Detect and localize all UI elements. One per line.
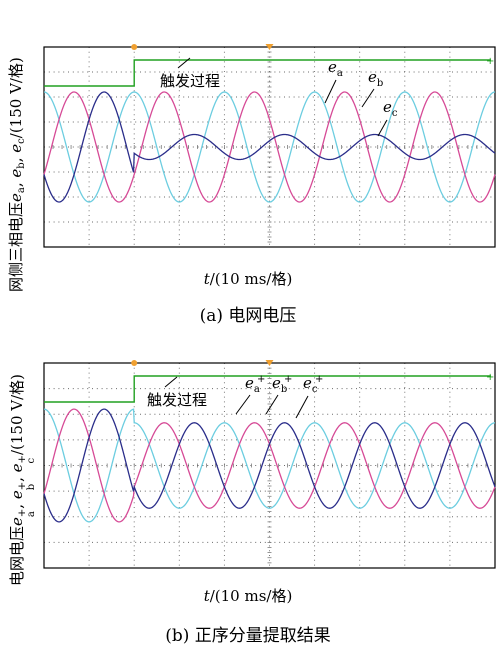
series-label-sup: + — [315, 374, 323, 385]
series-label-leader — [324, 79, 337, 104]
series-label-ea: ea+ — [235, 374, 265, 415]
annotation-leader — [164, 376, 178, 388]
center-marker — [265, 44, 274, 50]
panel-caption: (a) 电网电压 — [199, 306, 297, 326]
waveforms — [43, 91, 496, 203]
trigger-level-marker: + — [486, 372, 494, 383]
series-label-eb: eb — [361, 68, 383, 108]
oscilloscope-plot: + 触发过程 ea+ eb+ ec+ — [43, 360, 496, 569]
panel-caption: (b) 正序分量提取结果 — [165, 626, 331, 646]
trigger-signal-line — [44, 375, 491, 403]
waveforms — [43, 408, 496, 523]
trigger-position-marker — [131, 44, 138, 50]
x-axis-label: t/(10 ms/格) — [203, 270, 293, 288]
series-label-eb: eb+ — [265, 374, 292, 415]
trigger-signal-line — [44, 59, 491, 87]
annotation-trigger: 触发过程 — [147, 376, 207, 409]
panel-grid-voltage: 网侧三相电压ea, eb, ec/(150 V/格) + 触发过程 ea eb ec t… — [7, 44, 496, 326]
trigger-position-marker — [131, 360, 138, 366]
series-label-sup: + — [284, 374, 292, 385]
annotation-trigger: 触发过程 — [160, 57, 220, 90]
annotation-label: 触发过程 — [147, 391, 207, 409]
series-line-eb — [43, 91, 496, 203]
series-line-ec — [43, 408, 496, 523]
series-line-ec — [43, 91, 496, 203]
series-label-text: ea — [328, 58, 343, 79]
annotation-leader — [177, 57, 191, 69]
panel-positive-sequence: 电网电压e + a, e + b, e + c/(150 V/格) + 触发过程 ea + eb + e… — [0, 338, 496, 648]
series-label-leader — [295, 395, 309, 419]
series-label-leader — [377, 119, 388, 137]
grid — [43, 46, 496, 248]
x-axis-label: t/(10 ms/格) — [203, 587, 293, 605]
series-label-leader — [361, 88, 375, 108]
center-marker — [265, 360, 274, 366]
series-label-sup: + — [257, 374, 265, 385]
series-label-leader — [265, 394, 279, 415]
series-label-ec: ec+ — [295, 374, 323, 419]
annotation-label: 触发过程 — [160, 72, 220, 90]
series-label-ea: ea — [324, 58, 343, 104]
trigger-level-marker: + — [486, 56, 494, 67]
series-label-text: ec — [383, 98, 398, 119]
series-label-leader — [235, 394, 251, 415]
series-label-text: eb — [368, 68, 383, 89]
